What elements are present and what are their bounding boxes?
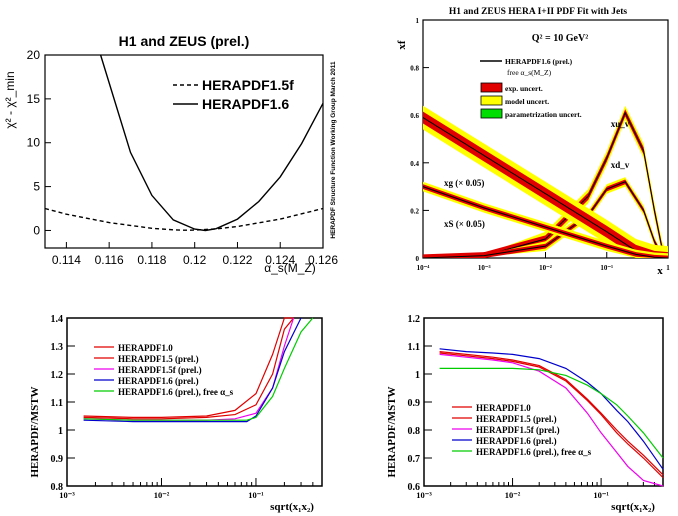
curve-label: xu_v <box>611 119 630 129</box>
y-tick-label-2: 0.6 <box>410 112 419 120</box>
legend-label-4: HERAPDF1.5 (prel.) <box>476 414 557 424</box>
x-tick-label-1: 0.124 <box>265 253 295 267</box>
legend-label-4: HERAPDF1.6 (prel.), free α_s <box>476 447 592 457</box>
y-tick-label-4: 0.9 <box>408 398 421 409</box>
y-tick-label-4: 0.6 <box>408 482 421 493</box>
x-axis-label-2: x <box>657 265 663 277</box>
x-axis-label-4: sqrt(x₁x₂) <box>611 501 655 513</box>
y-tick-label-4: 1.1 <box>408 342 421 353</box>
chart-2-title: H1 and ZEUS HERA I+II PDF Fit with Jets <box>449 7 627 17</box>
y-tick-label-1: 10 <box>27 136 41 150</box>
y-tick-label-3: 0.8 <box>51 482 64 493</box>
series-line-3 <box>83 317 314 421</box>
pdf-curve <box>422 111 669 259</box>
chart-1-title: H1 and ZEUS (prel.) <box>119 33 250 49</box>
x-axis-label-1: α_s(M_Z) <box>264 261 316 275</box>
legend-swatch-2 <box>480 108 503 119</box>
legend-label-1: HERAPDF1.5f <box>202 77 294 93</box>
legend-label-2: model uncert. <box>505 97 549 106</box>
x-tick-label-4: 10⁻² <box>505 490 521 500</box>
x-tick-label-2: 1 <box>666 264 670 272</box>
legend-label-4: HERAPDF1.0 <box>476 403 531 413</box>
x-tick-label-3: 10⁻¹ <box>248 490 264 500</box>
legend-label-2: free α_s(M_Z) <box>507 68 552 77</box>
y-tick-label-3: 1.4 <box>51 314 64 325</box>
legend-label-3: HERAPDF1.5 (prel.) <box>118 354 199 364</box>
x-tick-label-4: 10⁻³ <box>416 490 432 500</box>
y-axis-label-2: xf <box>396 40 408 50</box>
legend-label-1: HERAPDF1.6 <box>202 96 289 112</box>
y-tick-label-3: 0.9 <box>51 454 64 465</box>
x-axis-label-3: sqrt(x₁x₂) <box>270 501 314 513</box>
y-tick-label-2: 1 <box>416 17 420 25</box>
y-tick-label-1: 15 <box>27 92 41 106</box>
x-tick-label-1: 0.118 <box>137 253 166 267</box>
series-line-1 <box>44 207 324 231</box>
y-tick-label-4: 0.8 <box>408 426 421 437</box>
plot-frame-4 <box>423 317 664 487</box>
x-tick-label-1: 0.114 <box>52 253 81 267</box>
series-line-1 <box>99 54 324 232</box>
plot-frame-3 <box>66 317 323 487</box>
plot-frame-1 <box>44 54 324 249</box>
y-tick-label-4: 1.2 <box>408 314 421 325</box>
curve-label: xg (× 0.05) <box>444 178 484 188</box>
x-tick-label-1: 0.126 <box>308 253 338 267</box>
legend-label-2: parametrization uncert. <box>505 110 582 119</box>
side-note-1: HERAPDF Structure Function Working Group… <box>330 61 337 239</box>
y-tick-label-1: 0 <box>33 223 40 237</box>
legend-label-3: HERAPDF1.6 (prel.), free α_s <box>118 387 234 397</box>
series-line-4 <box>439 352 664 479</box>
y-tick-label-2: 0.8 <box>410 65 419 73</box>
legend-label-4: HERAPDF1.5f (prel.) <box>476 425 560 435</box>
legend-label-3: HERAPDF1.5f (prel.) <box>118 365 202 375</box>
y-tick-label-3: 1.2 <box>51 370 64 381</box>
model-band <box>423 177 668 258</box>
y-axis-label-4: HERAPDF/MSTW <box>386 386 398 477</box>
x-tick-label-3: 10⁻² <box>154 490 170 500</box>
series-line-4 <box>439 351 664 476</box>
series-line-4 <box>439 367 664 459</box>
y-tick-label-1: 5 <box>33 180 40 194</box>
q2-annotation: Q² = 10 GeV² <box>532 33 588 44</box>
series-line-3 <box>83 317 294 418</box>
series-line-4 <box>439 353 664 487</box>
curve-label: xd_v <box>611 160 630 170</box>
y-tick-label-1: 20 <box>27 48 41 62</box>
x-tick-label-2: 10⁻² <box>539 264 552 272</box>
legend-label-3: HERAPDF1.0 <box>118 343 173 353</box>
x-tick-label-3: 10⁻³ <box>59 490 75 500</box>
y-tick-label-4: 1 <box>415 370 420 381</box>
x-tick-label-1: 0.116 <box>95 253 124 267</box>
y-tick-label-2: 0.4 <box>410 160 419 168</box>
y-tick-label-2: 0 <box>416 255 420 263</box>
y-tick-label-4: 0.7 <box>408 454 421 465</box>
y-tick-label-3: 1.1 <box>51 398 64 409</box>
legend-label-2: exp. uncert. <box>505 84 543 93</box>
y-axis-label-3: HERAPDF/MSTW <box>29 386 41 477</box>
pdf-curve <box>422 186 669 259</box>
y-tick-label-3: 1.3 <box>51 342 64 353</box>
model-band <box>423 105 668 258</box>
curve-label: xS (× 0.05) <box>444 219 485 229</box>
y-tick-label-3: 1 <box>58 426 63 437</box>
x-tick-label-2: 10⁻¹ <box>600 264 613 272</box>
x-tick-label-1: 0.12 <box>183 253 207 267</box>
y-axis-label-1: χ² - χ²_min <box>3 71 17 128</box>
x-tick-label-4: 10⁻¹ <box>593 490 609 500</box>
legend-swatch-2 <box>480 95 503 106</box>
series-line-3 <box>83 317 302 423</box>
x-tick-label-2: 10⁻³ <box>478 264 491 272</box>
x-tick-label-2: 10⁻⁴ <box>417 264 431 272</box>
series-line-4 <box>439 348 664 470</box>
legend-swatch-2 <box>480 82 503 93</box>
series-line-3 <box>83 317 295 420</box>
x-tick-label-1: 0.122 <box>222 253 252 267</box>
y-tick-label-2: 0.2 <box>410 207 419 215</box>
legend-label-4: HERAPDF1.6 (prel.) <box>476 436 557 446</box>
legend-label-2: HERAPDF1.6 (prel.) <box>505 57 573 66</box>
legend-label-3: HERAPDF1.6 (prel.) <box>118 376 199 386</box>
